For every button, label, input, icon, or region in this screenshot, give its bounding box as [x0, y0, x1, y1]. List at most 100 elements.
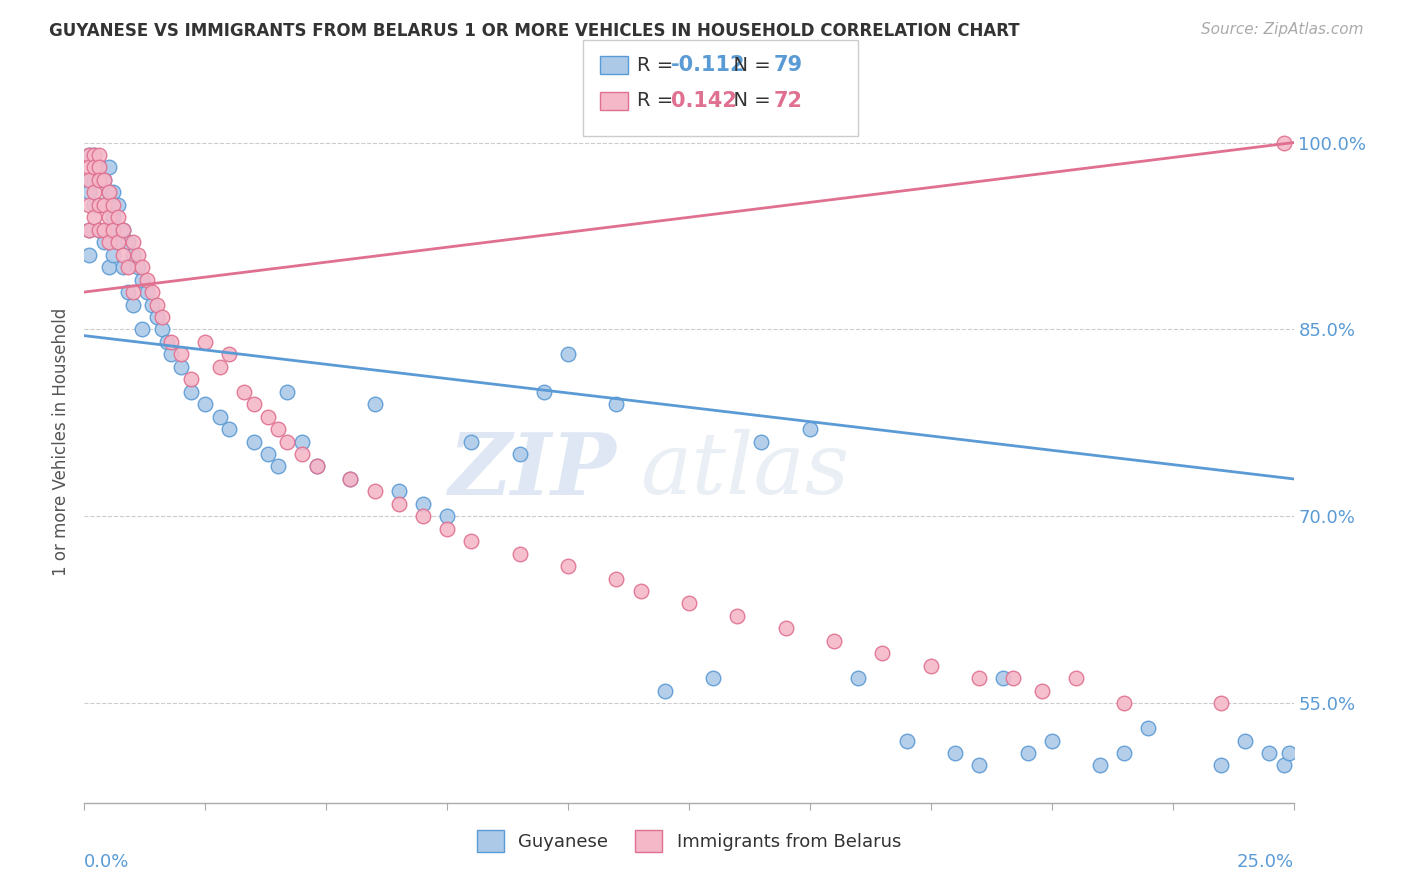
Point: [654, 683, 676, 698]
Point: [117, 285, 139, 299]
Point: [150, 310, 173, 324]
Point: [218, 422, 240, 436]
Point: [131, 322, 153, 336]
Point: [775, 621, 797, 635]
Point: [77, 198, 100, 212]
Point: [242, 397, 264, 411]
Point: [93, 173, 115, 187]
Text: 0.0%: 0.0%: [84, 853, 129, 871]
Point: [1137, 721, 1160, 735]
Point: [194, 397, 217, 411]
Point: [509, 447, 531, 461]
Point: [87, 223, 110, 237]
Point: [141, 285, 163, 299]
Point: [291, 434, 314, 449]
Text: 0.142: 0.142: [671, 91, 737, 111]
Point: [725, 609, 748, 624]
Point: [436, 522, 458, 536]
Point: [218, 347, 240, 361]
Point: [388, 497, 411, 511]
Point: [77, 173, 100, 187]
Point: [93, 198, 115, 212]
Point: [1209, 758, 1232, 772]
Point: [83, 198, 105, 212]
Point: [194, 334, 217, 349]
Point: [112, 223, 135, 237]
Point: [112, 223, 135, 237]
Point: [141, 297, 163, 311]
Point: [77, 148, 100, 162]
Point: [751, 434, 773, 449]
Point: [97, 161, 120, 175]
Point: [823, 633, 845, 648]
Point: [363, 484, 385, 499]
Point: [131, 272, 153, 286]
Point: [146, 310, 169, 324]
Y-axis label: 1 or more Vehicles in Household: 1 or more Vehicles in Household: [52, 308, 70, 575]
Point: [160, 334, 183, 349]
Point: [77, 223, 100, 237]
Point: [1064, 671, 1087, 685]
Point: [97, 235, 120, 250]
Point: [77, 186, 100, 200]
Point: [533, 384, 555, 399]
Point: [509, 547, 531, 561]
Point: [136, 285, 159, 299]
Point: [1040, 733, 1063, 747]
Point: [1114, 746, 1136, 760]
Point: [1017, 746, 1039, 760]
Point: [208, 359, 231, 374]
Point: [112, 248, 135, 262]
Text: N =: N =: [721, 91, 778, 111]
Point: [305, 459, 328, 474]
Point: [993, 671, 1015, 685]
Point: [208, 409, 231, 424]
Point: [87, 161, 110, 175]
Point: [77, 223, 100, 237]
Point: [339, 472, 361, 486]
Point: [103, 248, 125, 262]
Point: [83, 211, 105, 225]
Point: [83, 148, 105, 162]
Point: [131, 260, 153, 274]
Point: [107, 198, 129, 212]
Point: [257, 409, 280, 424]
Point: [1114, 696, 1136, 710]
Point: [146, 297, 169, 311]
Text: N =: N =: [721, 55, 778, 75]
Point: [87, 161, 110, 175]
Point: [557, 347, 579, 361]
Point: [967, 758, 990, 772]
Point: [117, 235, 139, 250]
Point: [83, 161, 105, 175]
Point: [339, 472, 361, 486]
Point: [155, 334, 177, 349]
Point: [87, 173, 110, 187]
Point: [121, 297, 143, 311]
Point: [1088, 758, 1111, 772]
Point: [97, 186, 120, 200]
Point: [557, 559, 579, 574]
Point: [97, 260, 120, 274]
Point: [257, 447, 280, 461]
Point: [112, 260, 135, 274]
Point: [1278, 746, 1301, 760]
Point: [93, 198, 115, 212]
Text: atlas: atlas: [641, 429, 849, 512]
Point: [180, 384, 202, 399]
Point: [87, 198, 110, 212]
Point: [943, 746, 966, 760]
Point: [117, 260, 139, 274]
Point: [107, 235, 129, 250]
Point: [97, 223, 120, 237]
Point: [160, 347, 183, 361]
Point: [77, 248, 100, 262]
Point: [678, 597, 700, 611]
Legend: Guyanese, Immigrants from Belarus: Guyanese, Immigrants from Belarus: [470, 822, 908, 859]
Point: [460, 534, 482, 549]
Point: [276, 384, 298, 399]
Point: [136, 272, 159, 286]
Point: [460, 434, 482, 449]
Point: [127, 260, 149, 274]
Text: R =: R =: [637, 55, 679, 75]
